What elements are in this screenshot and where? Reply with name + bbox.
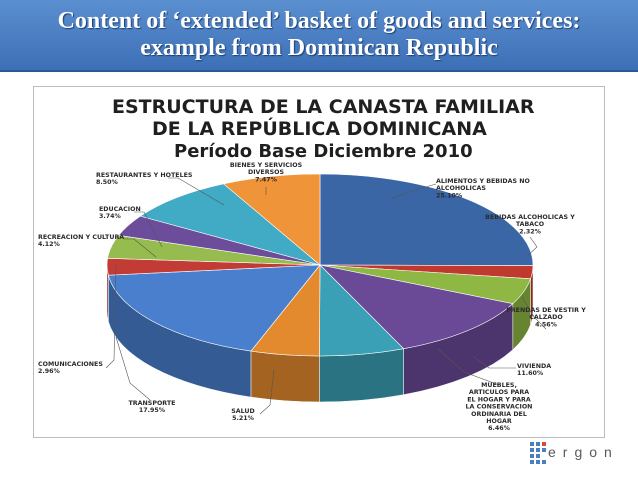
- leader-line: [521, 296, 547, 330]
- slice-label: 17.95%: [139, 407, 166, 414]
- leader-line: [437, 348, 500, 386]
- slice-label: BIENES Y SERVICIOS: [230, 162, 303, 169]
- leader-line: [525, 236, 538, 258]
- slice-label: 6.46%: [488, 425, 511, 432]
- pie-slice-restaurantes-y-hoteles: [139, 183, 321, 266]
- slice-label: 5.21%: [232, 415, 255, 422]
- slice-label: MUEBLES,: [481, 382, 517, 389]
- slice-label: ORDINARIA DEL: [471, 411, 527, 418]
- slice-label: RESTAURANTES Y HOTELES: [96, 172, 193, 179]
- slice-label: VIVIENDA: [517, 363, 551, 370]
- slice-label: ALIMENTOS Y BEBIDAS NO: [436, 178, 531, 185]
- slice-label: LA CONSERVACION: [466, 404, 533, 411]
- chart-title-line-1: ESTRUCTURA DE LA CANASTA FAMILIAR: [112, 96, 535, 118]
- logo-wordmark: ergon: [548, 444, 619, 460]
- slice-label: PRENDAS DE VESTIR Y: [506, 307, 586, 314]
- leader-line: [168, 177, 225, 206]
- slice-label: CALZADO: [529, 314, 563, 321]
- slice-label: 4.12%: [38, 241, 61, 248]
- pie-slice-alimentos-y-bebidas-no-alcoholicas: [319, 173, 534, 266]
- chart-title-line-3: Período Base Diciembre 2010: [174, 141, 473, 162]
- title-banner: Content of ‘extended’ basket of goods an…: [0, 0, 638, 72]
- slice-label: 8.50%: [96, 179, 119, 186]
- pie-slice-vivienda: [319, 264, 514, 350]
- slice-label: 2.32%: [519, 228, 542, 235]
- slide-title-line-2: example from Dominican Republic: [140, 35, 498, 61]
- slice-label: DIVERSOS: [248, 169, 284, 176]
- pie-slice-transporte: [107, 264, 321, 352]
- slice-label: SALUD: [231, 408, 255, 415]
- leader-line: [473, 356, 516, 369]
- pie-wall-salud: [250, 350, 320, 403]
- slice-label: EDUCACION: [99, 206, 141, 213]
- slice-label: BEBIDAS ALCOHOLICAS Y: [485, 214, 575, 221]
- ergon-logo-icon: [530, 442, 546, 464]
- pie-wall-muebles-articulos-para-el-hogar-y-para-la-conservacion-ordinaria-del-hogar: [319, 348, 404, 403]
- slice-label: EL HOGAR Y PARA: [467, 396, 531, 403]
- slice-label: TABACO: [516, 221, 545, 228]
- slice-label: 11.60%: [517, 370, 544, 377]
- pie-slice-bienes-y-servicios-diversos: [222, 173, 321, 266]
- leader-line: [134, 211, 163, 248]
- slice-label: ALCOHOLICAS: [436, 185, 486, 192]
- slice-label: 4.56%: [535, 321, 558, 328]
- chart-title-line-2: DE LA REPÚBLICA DOMINICANA: [152, 116, 487, 140]
- slice-label: ARTICULOS PARA: [469, 389, 529, 396]
- slice-label: RECREACION Y CULTURA: [38, 234, 124, 241]
- chart-frame: ESTRUCTURA DE LA CANASTA FAMILIAR DE LA …: [33, 86, 605, 438]
- slice-label: COMUNICACIONES: [38, 361, 103, 368]
- leader-line: [259, 369, 275, 415]
- leader-line: [124, 238, 157, 258]
- slice-label: HOGAR: [486, 418, 512, 425]
- leader-line: [105, 264, 117, 369]
- slice-label: 2.96%: [38, 368, 61, 375]
- slice-label: 25.10%: [436, 192, 463, 199]
- slice-label: 7.47%: [255, 176, 278, 183]
- leader-line: [115, 336, 151, 401]
- leader-line: [389, 183, 437, 200]
- slice-label: 3.74%: [99, 213, 122, 220]
- slide-title-line-1: Content of ‘extended’ basket of goods an…: [57, 8, 581, 34]
- slice-label: TRANSPORTE: [129, 400, 176, 407]
- pie-chart: ESTRUCTURA DE LA CANASTA FAMILIAR DE LA …: [38, 96, 586, 432]
